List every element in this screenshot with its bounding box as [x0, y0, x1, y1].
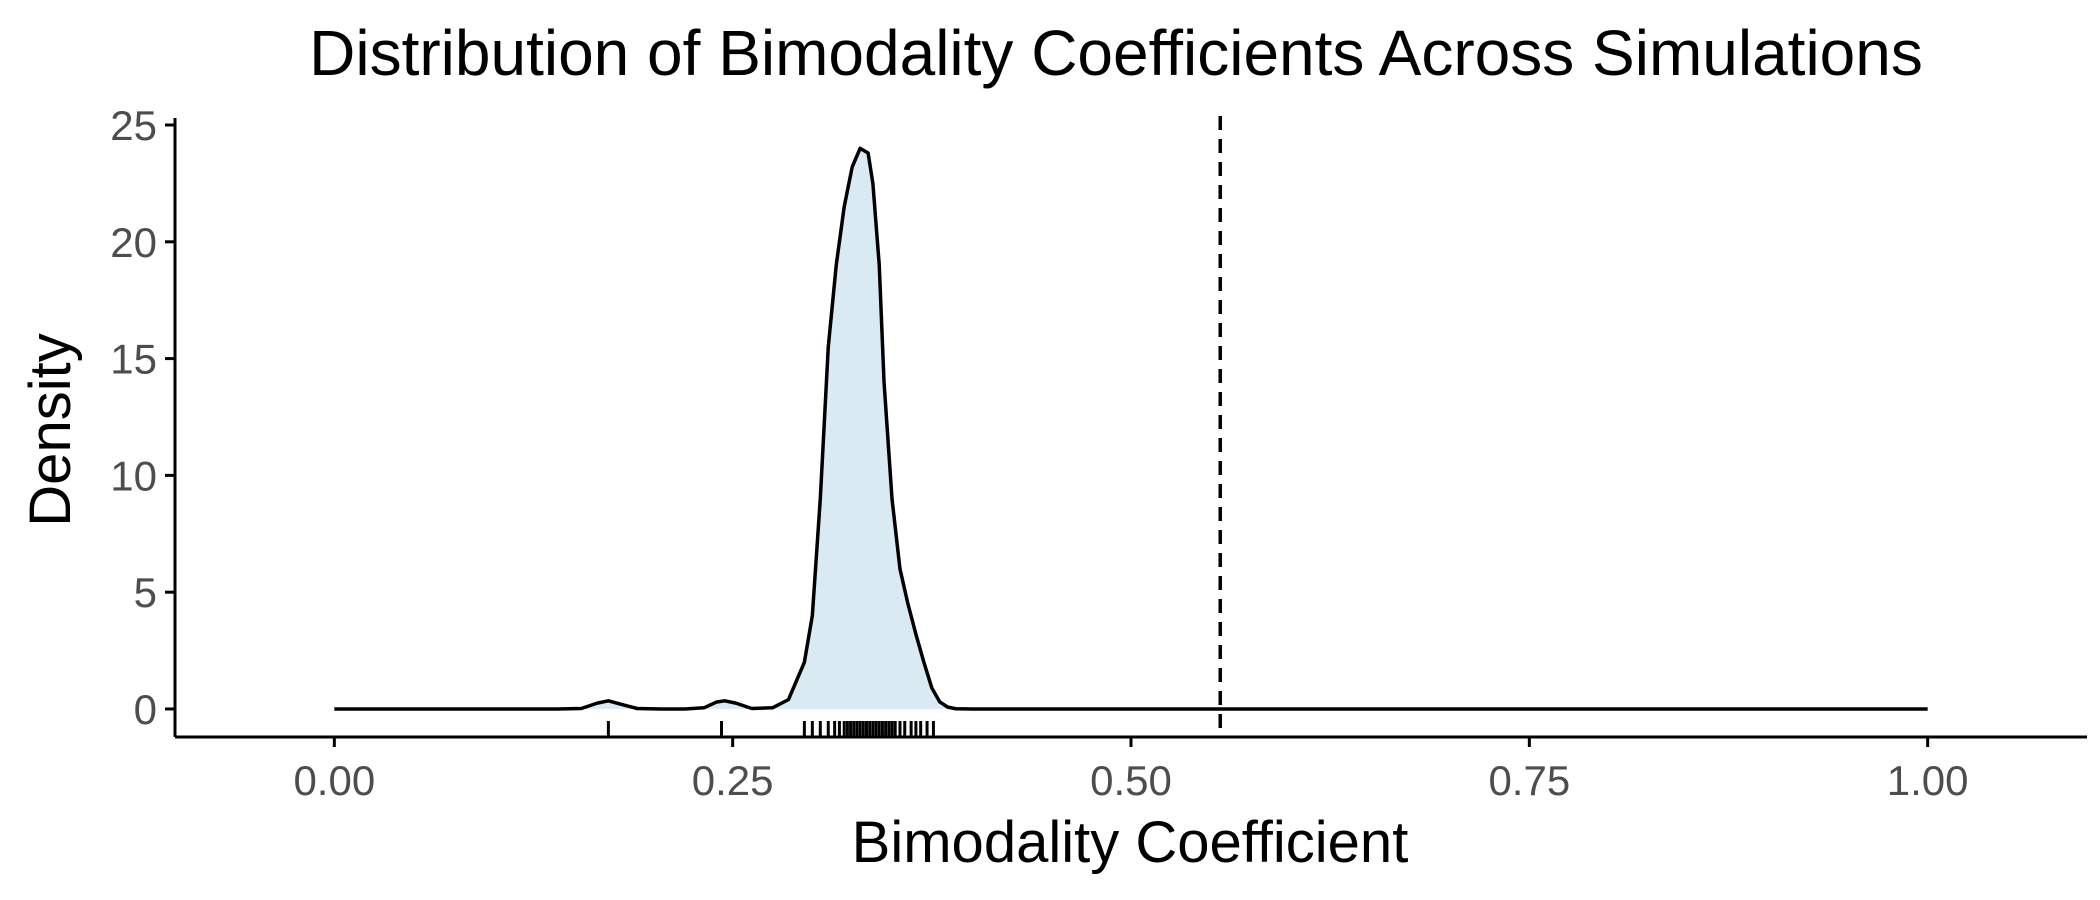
- rug-marks: [606, 721, 935, 737]
- y-axis-ticks: 0 5 10 15 20 25: [110, 102, 175, 733]
- chart-title: Distribution of Bimodality Coefficients …: [309, 17, 1923, 89]
- x-axis-ticks: 0.00 0.25 0.50 0.75 1.00: [293, 737, 1969, 804]
- density-curve: [334, 146, 1928, 711]
- density-area: [334, 148, 1928, 709]
- x-tick-label: 0.25: [692, 757, 774, 804]
- x-tick-label: 0.75: [1488, 757, 1570, 804]
- plot-area: [334, 116, 1928, 737]
- y-axis-label: Density: [18, 333, 83, 526]
- y-tick-label: 5: [134, 569, 157, 616]
- y-tick-label: 10: [110, 452, 157, 499]
- x-tick-label: 0.50: [1090, 757, 1172, 804]
- x-tick-label: 0.00: [293, 757, 375, 804]
- y-tick-label: 25: [110, 102, 157, 149]
- y-tick-label: 15: [110, 336, 157, 383]
- x-tick-label: 1.00: [1887, 757, 1969, 804]
- y-tick-label: 20: [110, 219, 157, 266]
- y-tick-label: 0: [134, 686, 157, 733]
- x-axis-label: Bimodality Coefficient: [852, 810, 1409, 875]
